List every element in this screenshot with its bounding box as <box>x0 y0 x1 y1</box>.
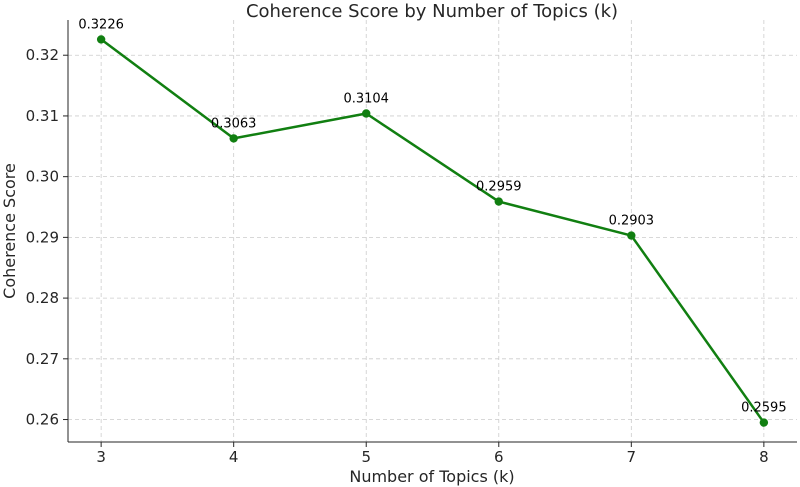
x-tick-label: 8 <box>759 448 769 466</box>
x-tick-label: 7 <box>627 448 637 466</box>
data-label: 0.3063 <box>211 116 257 131</box>
data-point <box>627 231 636 240</box>
x-tick-label: 4 <box>229 448 239 466</box>
grid-layer <box>68 20 797 442</box>
series-line <box>100 38 765 424</box>
y-tick-label: 0.27 <box>26 350 59 368</box>
data-point <box>96 35 106 44</box>
data-point <box>494 197 503 206</box>
chart-title: Coherence Score by Number of Topics (k) <box>246 1 618 22</box>
y-tick-label: 0.26 <box>26 411 59 429</box>
x-axis-label: Number of Topics (k) <box>349 467 514 486</box>
data-label: 0.3226 <box>78 17 124 32</box>
data-label: 0.2959 <box>476 180 522 195</box>
data-point <box>362 109 371 118</box>
data-label-layer: 0.3226 0.3063 0.3104 0.2959 0.2903 0.2595 <box>78 17 786 415</box>
x-tick-label: 6 <box>494 448 504 466</box>
x-tick-label: 3 <box>96 448 106 466</box>
y-tick-label: 0.28 <box>26 289 59 307</box>
y-tick-label: 0.29 <box>26 228 59 246</box>
x-tick-label: 5 <box>361 448 371 466</box>
data-point <box>229 134 238 143</box>
y-tick-label: 0.30 <box>26 168 59 186</box>
data-point <box>759 418 769 427</box>
data-label: 0.2595 <box>741 401 787 416</box>
y-tick-label: 0.31 <box>26 107 59 125</box>
series-layer <box>96 35 769 427</box>
y-axis-label: Coherence Score <box>0 163 19 299</box>
data-label: 0.3104 <box>343 92 389 107</box>
data-label: 0.2903 <box>609 214 655 229</box>
tick-layer: 3 4 5 6 7 8 0.26 0.27 0.28 0.29 0.30 0.31 0.32 <box>26 46 769 466</box>
y-tick-label: 0.32 <box>26 46 59 64</box>
